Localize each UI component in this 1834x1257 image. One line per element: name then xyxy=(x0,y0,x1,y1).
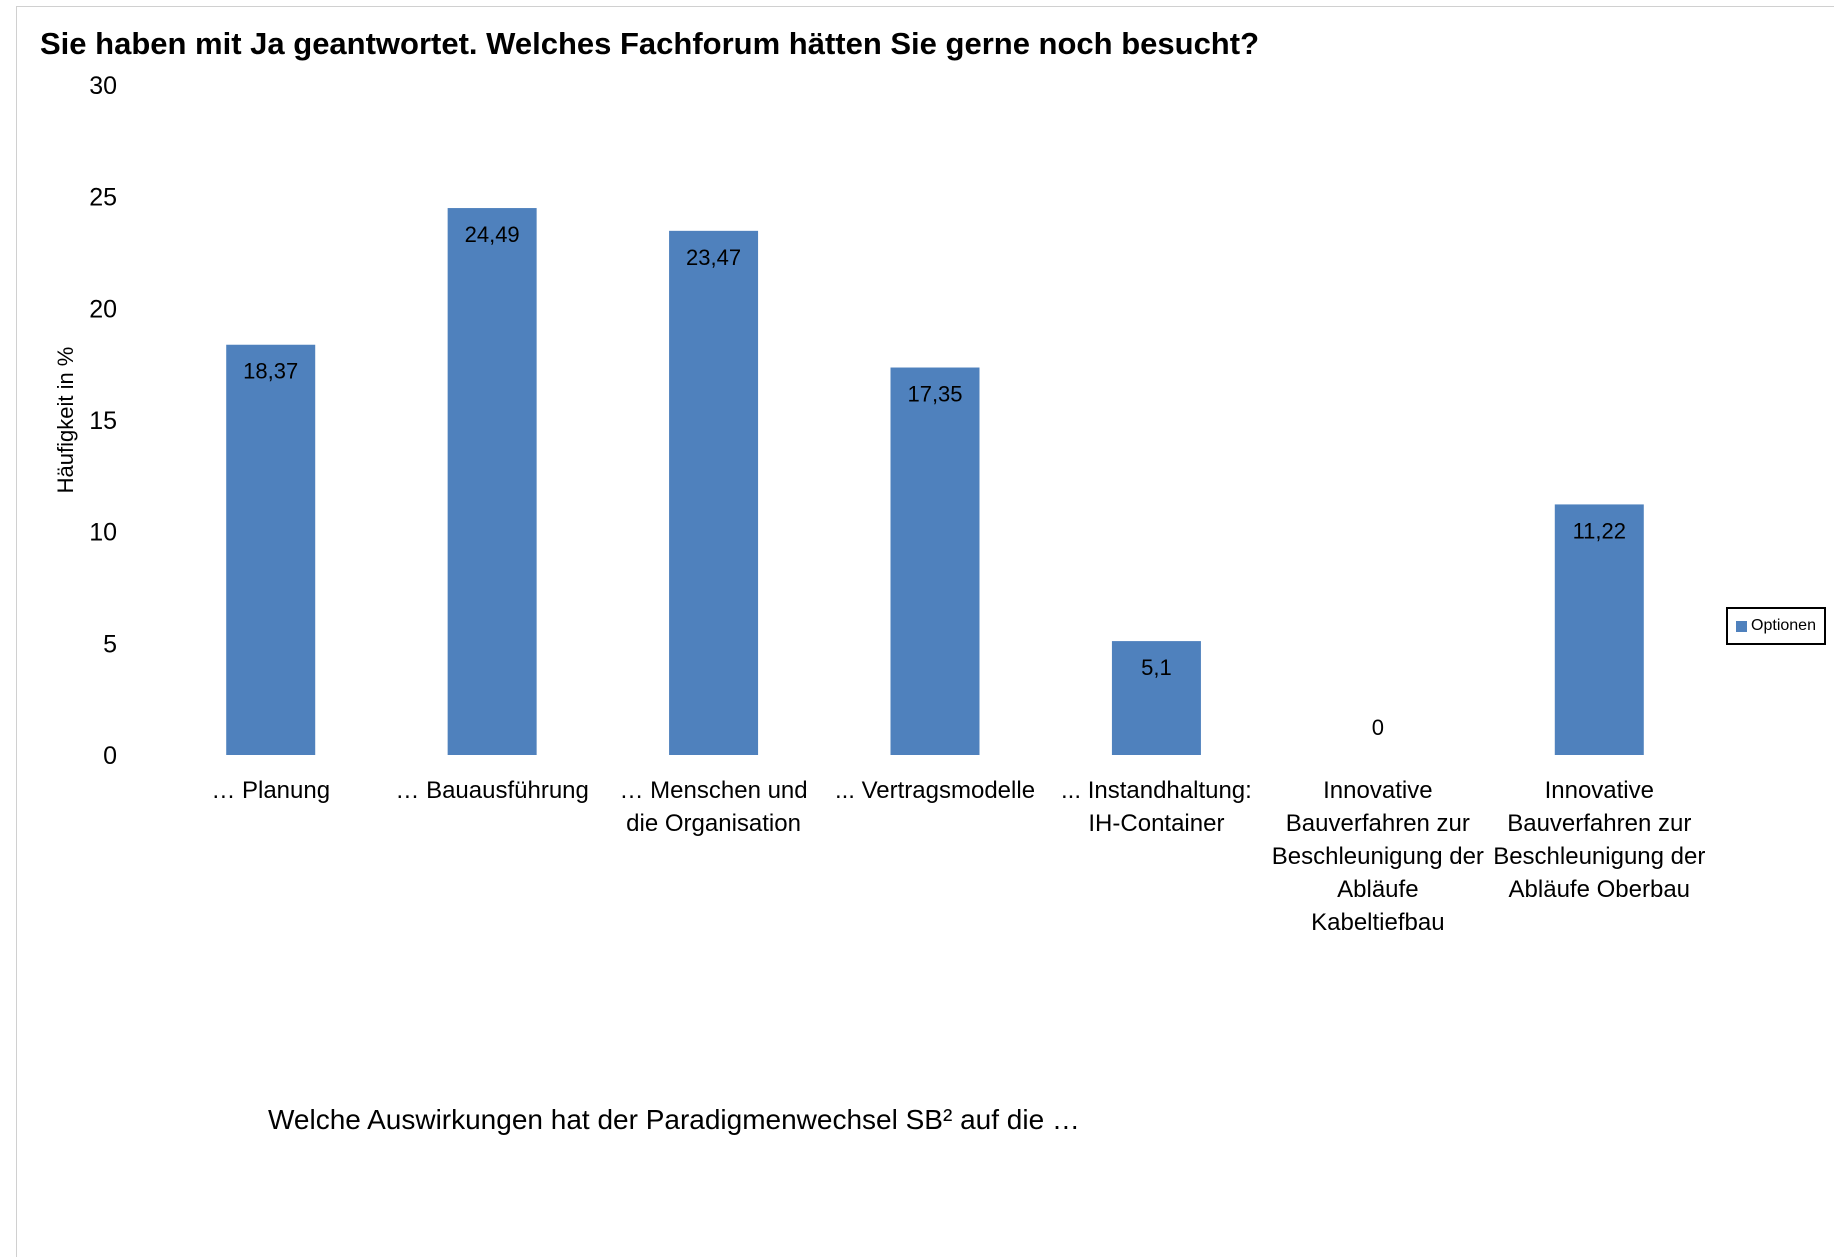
bar xyxy=(226,344,316,755)
x-tick-label-line: Innovative xyxy=(1545,777,1654,804)
x-axis-label: Welche Auswirkungen hat der Paradigmenwe… xyxy=(268,1104,1080,1135)
x-tick-label-line: … Bauausführung xyxy=(395,777,588,804)
y-tick-label: 15 xyxy=(89,407,117,435)
y-tick-label: 20 xyxy=(89,295,117,323)
plot-area: 0 5 10 15 20 25 30 18,37 … Planung 24,49 … Bauausf… xyxy=(89,72,1705,936)
x-tick-label: ... Vertragsmodelle xyxy=(835,777,1035,804)
y-tick-label: 25 xyxy=(89,184,117,212)
x-tick-label: … Menschen und die Organisation xyxy=(620,777,808,837)
data-label: 5,1 xyxy=(1141,655,1172,680)
x-tick-label-line: Innovative xyxy=(1323,777,1432,804)
x-tick-label-line: die Organisation xyxy=(626,810,801,837)
bar xyxy=(669,230,759,755)
x-tick-label-line: Bauverfahren zur xyxy=(1507,810,1691,837)
x-tick-label-line: Abläufe xyxy=(1337,876,1418,903)
legend: Optionen xyxy=(1726,607,1826,645)
y-tick-label: 10 xyxy=(89,519,117,547)
y-tick-label: 0 xyxy=(103,742,117,770)
x-tick-label-line: Beschleunigung der xyxy=(1272,843,1484,870)
x-tick-label: … Bauausführung xyxy=(395,777,588,804)
legend-swatch xyxy=(1736,620,1748,632)
x-tick-label: Innovative Bauverfahren zur Beschleunigung… xyxy=(1272,777,1484,936)
legend-label: Optionen xyxy=(1751,617,1816,634)
x-tick-label-line: ... Instandhaltung: xyxy=(1061,777,1252,804)
data-label: 24,49 xyxy=(465,222,520,247)
x-tick-label-line: IH-Container xyxy=(1088,810,1224,837)
y-tick-label: 30 xyxy=(89,72,117,100)
bar xyxy=(1554,504,1644,755)
x-tick-label: … Planung xyxy=(211,777,330,804)
chart-title: Sie haben mit Ja geantwortet. Welches Fa… xyxy=(40,26,1260,61)
x-tick-label-line: … Menschen und xyxy=(620,777,808,804)
data-label: 11,22 xyxy=(1573,518,1626,543)
x-tick-label-line: Beschleunigung der xyxy=(1493,843,1705,870)
x-tick-label: ... Instandhaltung: IH-Container xyxy=(1061,777,1252,837)
x-tick-label-line: Bauverfahren zur xyxy=(1286,810,1470,837)
x-tick-label-line: Abläufe Oberbau xyxy=(1509,876,1690,903)
bar xyxy=(890,367,980,755)
data-label: 0 xyxy=(1372,715,1384,740)
data-label: 18,37 xyxy=(243,359,298,384)
bar xyxy=(447,208,537,756)
x-tick-label: Innovative Bauverfahren zur Beschleunigung… xyxy=(1493,777,1705,903)
chart-frame xyxy=(16,6,1834,1257)
x-tick-label-line: Kabeltiefbau xyxy=(1311,909,1444,936)
data-label: 17,35 xyxy=(907,382,962,407)
bar xyxy=(1111,641,1201,755)
y-tick-label: 5 xyxy=(103,630,117,658)
data-label: 23,47 xyxy=(686,245,741,270)
x-tick-label-line: ... Vertragsmodelle xyxy=(835,777,1035,804)
x-tick-label-line: … Planung xyxy=(211,777,330,804)
